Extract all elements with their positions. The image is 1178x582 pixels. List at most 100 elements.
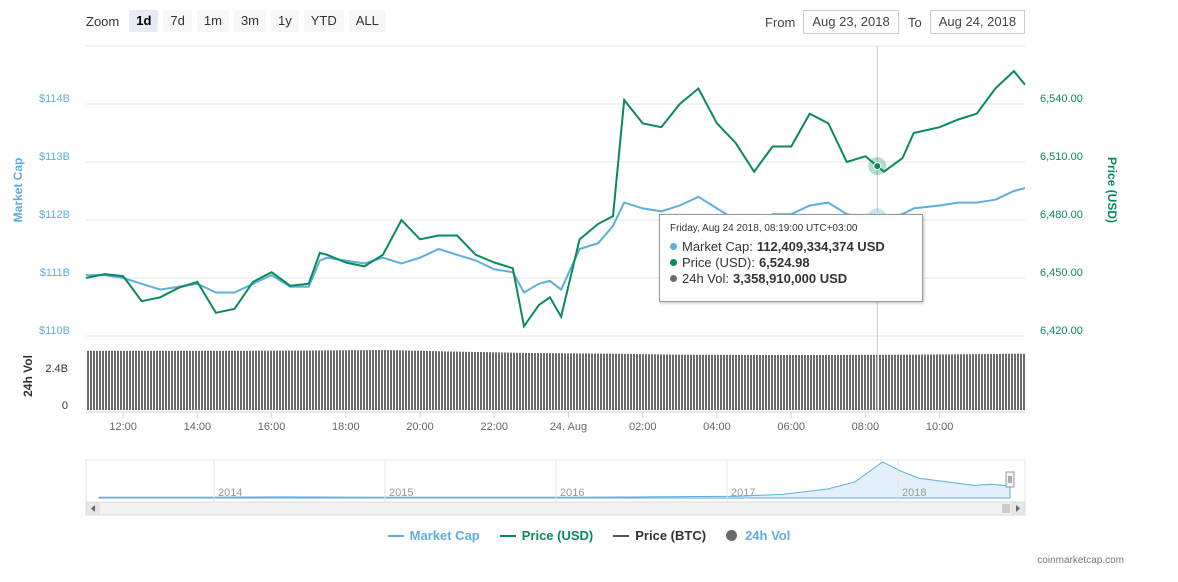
to-date-input[interactable]: Aug 24, 2018 — [929, 10, 1026, 34]
price-hover-marker — [873, 162, 882, 171]
volume-bar — [279, 350, 281, 410]
volume-bar — [150, 350, 152, 410]
zoom-button-all[interactable]: ALL — [348, 10, 386, 32]
volume-bar — [369, 350, 371, 410]
left-tick-110: $110B — [39, 325, 70, 337]
volume-bar — [543, 353, 545, 410]
volume-bar — [990, 354, 992, 410]
price-chart[interactable]: $114B $113B $112B $111B $110B Market Cap… — [0, 0, 1178, 520]
volume-bar — [621, 353, 623, 410]
volume-bar — [714, 354, 716, 410]
volume-bar — [792, 355, 794, 410]
zoom-button-ytd[interactable]: YTD — [303, 10, 344, 32]
volume-bar — [924, 354, 926, 410]
zoom-label: Zoom — [86, 13, 120, 29]
left-axis: $114B $113B $112B $111B $110B Market Cap — [11, 93, 70, 337]
volume-bar — [324, 350, 326, 410]
scrollbar-thumb[interactable] — [1002, 504, 1010, 513]
volume-bar — [462, 351, 464, 410]
volume-bar — [870, 354, 872, 410]
legend-price-btc[interactable]: Price (BTC) — [613, 528, 706, 543]
volume-bar — [816, 355, 818, 410]
zoom-button-3m[interactable]: 3m — [233, 10, 266, 32]
volume-bar — [720, 354, 722, 410]
volume-bar — [657, 354, 659, 410]
volume-bar — [579, 353, 581, 410]
volume-bar — [294, 350, 296, 410]
volume-bar — [819, 355, 821, 410]
volume-bar — [879, 354, 881, 410]
volume-bar — [654, 354, 656, 410]
volume-bar — [672, 354, 674, 410]
legend-market-cap[interactable]: Market Cap — [387, 528, 480, 543]
tooltip-volume-label: 24h Vol: — [682, 270, 729, 286]
volume-bar — [810, 355, 812, 410]
volume-bar — [321, 350, 323, 410]
volume-bar — [327, 350, 329, 410]
volume-bar — [588, 353, 590, 410]
zoom-button-1d[interactable]: 1d — [129, 10, 159, 32]
volume-bar — [423, 350, 425, 410]
tooltip-price-label: Price (USD): — [682, 254, 755, 270]
volume-bar — [240, 350, 242, 410]
volume-bar — [156, 350, 158, 410]
zoom-button-7d[interactable]: 7d — [163, 10, 192, 32]
volume-bar — [144, 350, 146, 410]
volume-bar — [504, 352, 506, 410]
volume-bar — [219, 350, 221, 410]
volume-bar — [96, 350, 98, 410]
volume-bar — [558, 353, 560, 410]
volume-bar — [135, 350, 137, 410]
volume-bar — [378, 350, 380, 410]
zoom-button-1m[interactable]: 1m — [196, 10, 229, 32]
volume-bar — [852, 354, 854, 410]
volume-bar — [435, 351, 437, 410]
volume-bar — [711, 354, 713, 410]
navigator-year-label: 2014 — [218, 487, 242, 499]
volume-bar — [300, 350, 302, 410]
right-tick-6480: 6,480.00 — [1040, 209, 1083, 221]
legend-line-icon — [499, 534, 516, 537]
navigator-handle[interactable] — [1005, 471, 1015, 488]
left-tick-111: $111B — [40, 267, 70, 279]
volume-bar — [825, 355, 827, 410]
from-date-input[interactable]: Aug 23, 2018 — [803, 10, 899, 34]
volume-bar — [375, 350, 377, 410]
volume-bar — [267, 350, 269, 410]
volume-bar — [765, 355, 767, 410]
volume-bar — [675, 354, 677, 410]
range-from: From Aug 23, 2018 — [765, 10, 899, 34]
volume-bar — [597, 353, 599, 410]
volume-bar — [858, 354, 860, 410]
volume-bar — [522, 352, 524, 410]
navigator-scrollbar[interactable] — [85, 501, 1026, 516]
volume-bar — [975, 354, 977, 410]
volume-bar — [570, 353, 572, 410]
volume-axis: 24h Vol 2.4B 0 — [21, 355, 68, 412]
volume-bar — [393, 350, 395, 410]
volume-bar — [261, 350, 263, 410]
left-tick-114: $114B — [39, 93, 70, 105]
volume-bar — [126, 350, 128, 410]
volume-bar — [174, 350, 176, 410]
credits-link[interactable]: coinmarketcap.com — [1037, 555, 1124, 566]
tooltip-market-cap-label: Market Cap: — [682, 238, 753, 254]
x-tick-label: 18:00 — [332, 421, 360, 433]
right-tick-6510: 6,510.00 — [1040, 151, 1083, 163]
volume-bar — [189, 350, 191, 410]
volume-bar — [384, 350, 386, 410]
volume-bar — [582, 353, 584, 410]
volume-bar — [948, 354, 950, 410]
volume-bar — [594, 353, 596, 410]
volume-bar — [987, 354, 989, 410]
volume-bar — [645, 354, 647, 410]
legend-24h-vol[interactable]: 24h Vol — [726, 528, 790, 543]
zoom-button-1y[interactable]: 1y — [271, 10, 299, 32]
volume-bar — [480, 352, 482, 410]
volume-bar — [681, 354, 683, 410]
volume-bar — [834, 354, 836, 410]
navigator[interactable]: 2014 2015 2016 2017 2018 — [85, 459, 1026, 516]
x-tick-label: 02:00 — [629, 421, 657, 433]
legend-price-usd[interactable]: Price (USD) — [499, 528, 593, 543]
volume-bar — [981, 354, 983, 410]
